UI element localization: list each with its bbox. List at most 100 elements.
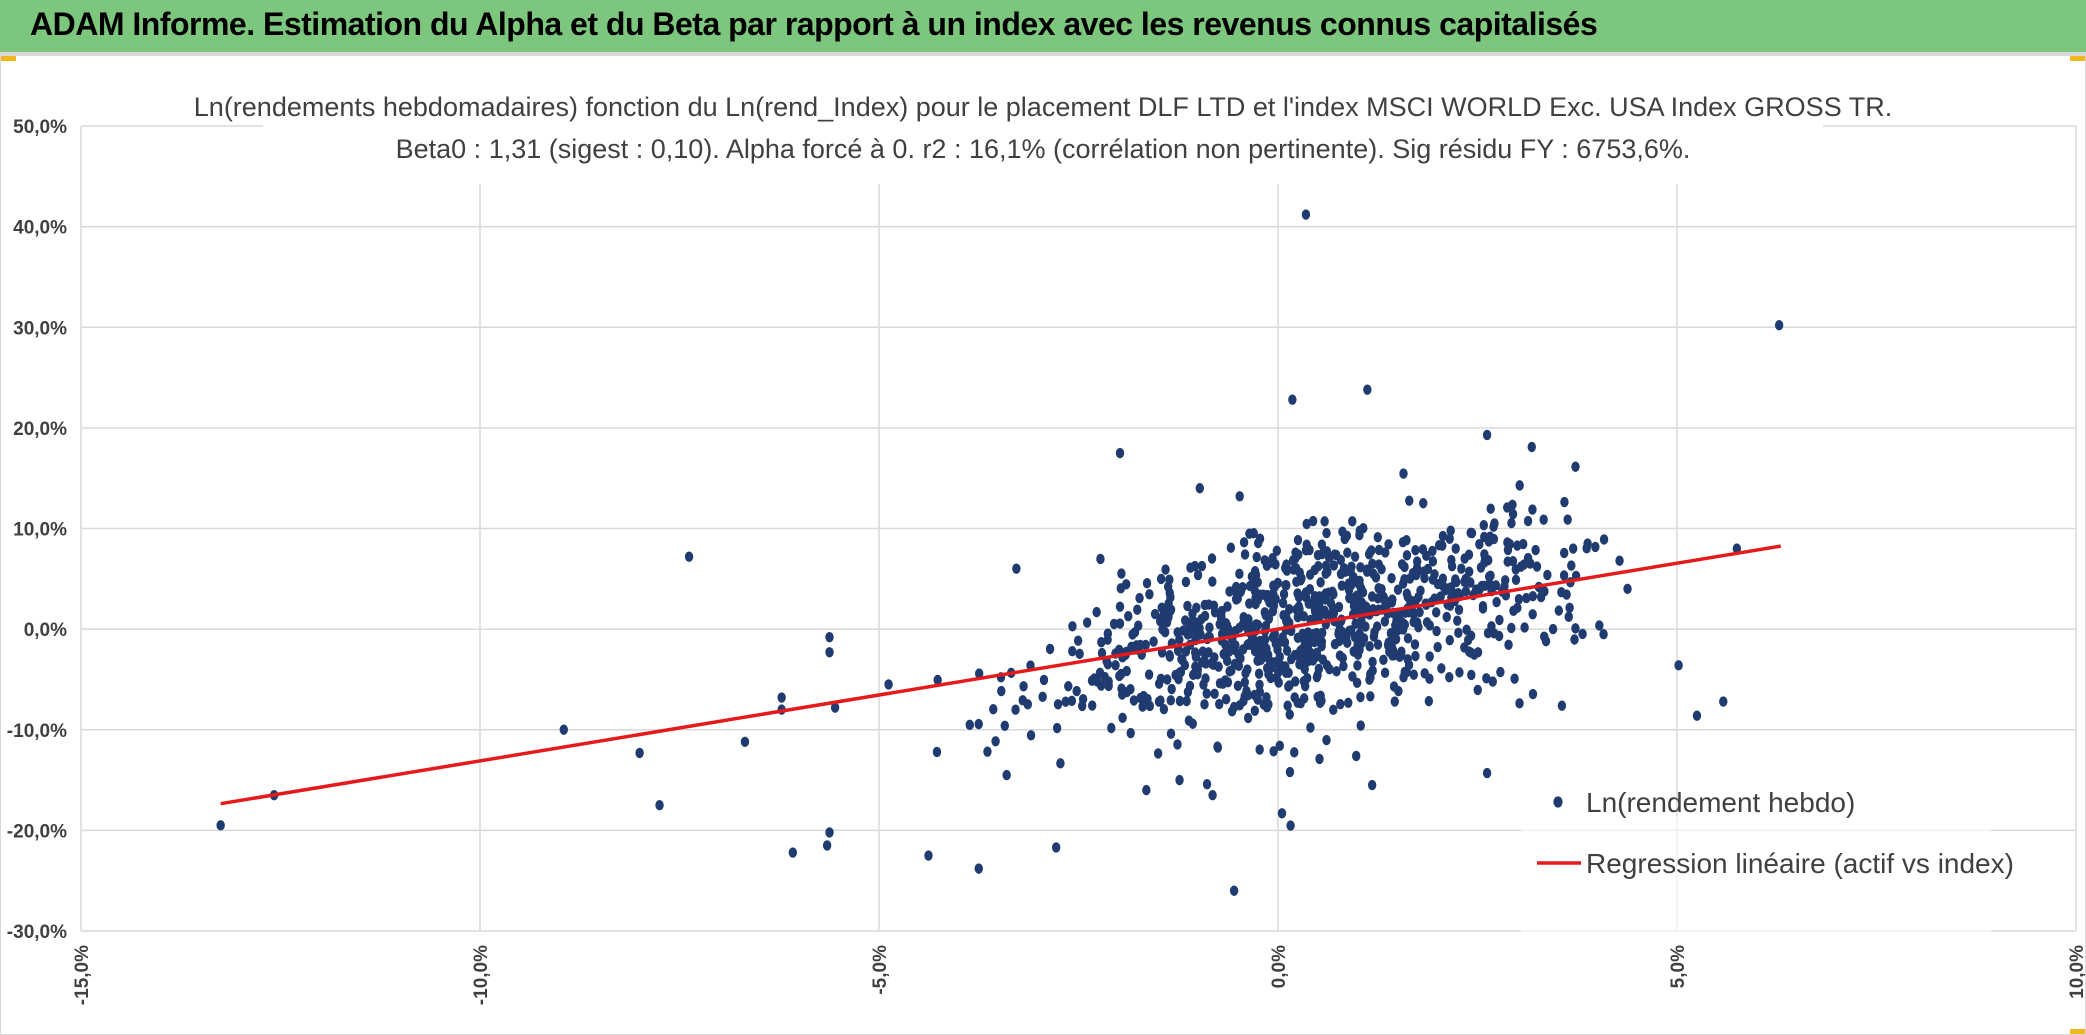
data-point: [1280, 562, 1290, 574]
y-tick-label: -10,0%: [7, 721, 67, 742]
data-point: [1291, 547, 1300, 558]
data-point: [1229, 885, 1239, 896]
data-point: [1336, 554, 1345, 566]
data-point: [635, 747, 644, 759]
data-point: [1351, 618, 1360, 629]
data-point: [1207, 553, 1217, 564]
data-point: [1270, 657, 1279, 668]
data-point: [974, 668, 984, 679]
data-point: [1189, 629, 1198, 640]
data-point: [1250, 566, 1260, 577]
data-point: [1262, 560, 1272, 571]
data-point: [1107, 722, 1116, 734]
data-point: [1548, 623, 1558, 635]
data-point: [1250, 645, 1260, 657]
data-point: [1175, 634, 1184, 646]
data-point: [1292, 576, 1301, 588]
data-point: [1296, 645, 1305, 657]
data-point: [1317, 539, 1327, 550]
data-point: [983, 746, 992, 757]
corner-marker-top-left: [0, 55, 16, 61]
corner-marker-top-right: [2070, 55, 2086, 61]
data-point: [1073, 635, 1083, 646]
data-point: [1179, 625, 1188, 636]
data-point: [1352, 750, 1361, 762]
data-point: [1479, 519, 1488, 531]
data-point: [1231, 581, 1241, 593]
data-point: [1045, 643, 1055, 655]
regression-line: [220, 544, 1782, 806]
data-point: [1402, 550, 1412, 561]
data-point: [1414, 622, 1423, 633]
data-point: [1178, 654, 1187, 666]
data-point: [1411, 595, 1420, 607]
data-point: [1133, 604, 1142, 615]
data-point: [1387, 572, 1396, 584]
data-point: [1185, 680, 1195, 692]
data-point: [1096, 553, 1105, 565]
data-point: [1075, 648, 1084, 660]
data-point: [1447, 584, 1456, 596]
data-point: [1158, 624, 1167, 635]
data-point: [1368, 656, 1377, 668]
data-point: [1564, 611, 1573, 623]
data-point: [1253, 694, 1262, 705]
data-point: [1486, 503, 1495, 514]
data-point: [1460, 642, 1469, 653]
data-point: [1277, 660, 1287, 672]
data-point: [1583, 538, 1592, 549]
data-point: [1167, 683, 1176, 695]
data-point: [1087, 675, 1097, 686]
data-point: [1229, 701, 1239, 713]
data-point: [1339, 660, 1348, 672]
data-point: [1496, 666, 1505, 678]
data-point: [1484, 554, 1493, 566]
data-point: [1275, 740, 1284, 752]
data-point: [1115, 447, 1125, 459]
data-point: [1455, 667, 1464, 678]
data-point: [1181, 615, 1190, 626]
data-point: [1442, 611, 1451, 623]
data-point: [1315, 753, 1324, 765]
data-point: [1329, 560, 1339, 571]
data-point: [1197, 560, 1207, 572]
data-point: [1306, 722, 1315, 733]
data-point: [1475, 583, 1484, 595]
data-point: [1190, 560, 1200, 572]
data-point: [1515, 698, 1524, 709]
data-point: [1528, 609, 1537, 620]
data-point: [1205, 622, 1214, 633]
data-point: [1282, 645, 1292, 656]
data-point: [932, 746, 942, 758]
data-point: [1322, 659, 1332, 671]
data-point: [1467, 527, 1477, 539]
data-point: [1321, 560, 1331, 571]
data-point: [1522, 592, 1531, 604]
x-tick-label: 10,0%: [2067, 945, 2085, 999]
legend-backdrop: [1521, 816, 1991, 936]
data-point: [1400, 561, 1409, 573]
data-point: [1196, 629, 1205, 640]
data-point: [1389, 681, 1399, 692]
data-point: [1367, 779, 1377, 791]
data-point: [1253, 594, 1263, 605]
data-point: [1432, 625, 1441, 637]
data-point: [1175, 774, 1184, 786]
data-point: [1291, 676, 1300, 687]
data-point: [1130, 627, 1140, 638]
data-point: [1299, 611, 1308, 622]
data-point: [1082, 617, 1092, 628]
data-point: [1156, 695, 1165, 706]
data-point: [1457, 563, 1466, 574]
data-point: [1166, 728, 1176, 739]
data-point: [1492, 596, 1501, 608]
data-point: [1252, 551, 1261, 563]
data-point: [1510, 673, 1519, 684]
data-point: [1223, 677, 1233, 688]
data-point: [1431, 607, 1441, 618]
data-point: [1445, 533, 1454, 545]
data-point: [1322, 527, 1331, 539]
data-point: [1356, 720, 1365, 731]
data-point: [1396, 648, 1406, 660]
regression-line-group: [220, 544, 1782, 806]
